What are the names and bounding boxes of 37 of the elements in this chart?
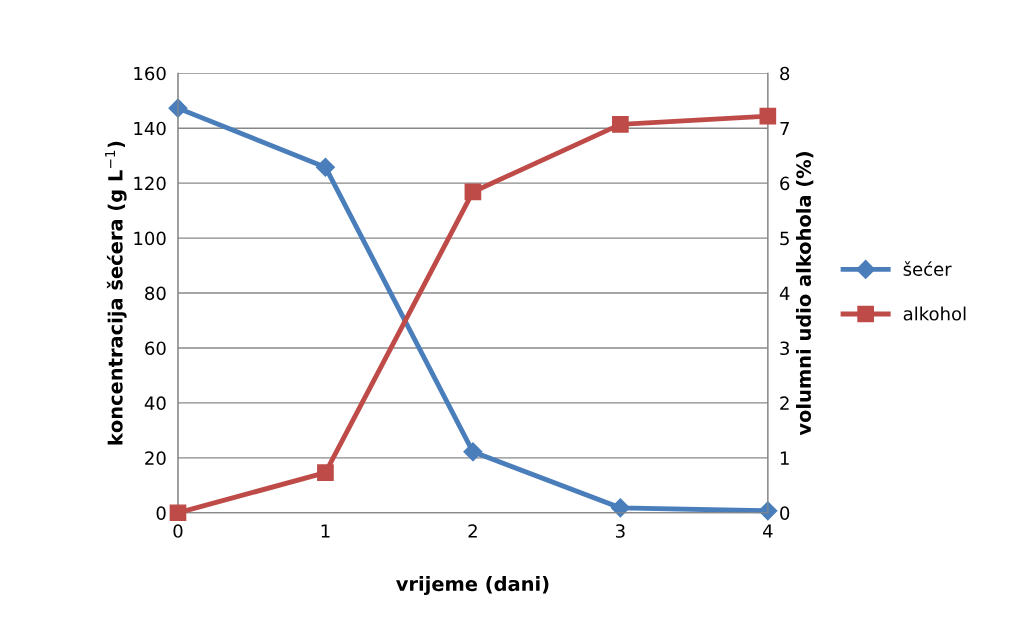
x-tick-label: 4 xyxy=(762,524,773,538)
point xyxy=(759,107,777,125)
y-tick-label: 140 xyxy=(134,121,166,136)
y2-tick-label: 3 xyxy=(780,341,789,356)
legend-label: šećer xyxy=(903,261,952,276)
point xyxy=(315,157,335,177)
y2-tick-label: 8 xyxy=(780,66,790,81)
x-tick-label: 3 xyxy=(616,524,625,538)
point xyxy=(758,501,778,521)
y2-tick-label: 2 xyxy=(780,396,789,410)
y2-tick-label: 0 xyxy=(780,506,790,520)
y2-tick-label: 1 xyxy=(780,451,789,465)
y-tick-label: 60 xyxy=(145,341,166,356)
y2-tick-label: 7 xyxy=(780,121,789,136)
y-tick-label: 20 xyxy=(145,451,166,465)
y-tick-label: 80 xyxy=(145,286,166,301)
y2-tick-label: 6 xyxy=(780,176,790,191)
point xyxy=(610,498,630,518)
x-tick-label: 1 xyxy=(321,524,330,538)
y2-axis-title: volumni udio alkohola (%) xyxy=(795,152,814,436)
point xyxy=(463,442,483,462)
point xyxy=(317,464,334,482)
y2-tick-label: 5 xyxy=(780,231,789,246)
y-axis-title: koncentracija šećera (g L$^{−1}$) xyxy=(105,141,127,445)
legend-label: alkohol xyxy=(903,306,966,321)
x-axis-title: vrijeme (dani) xyxy=(396,576,549,596)
point xyxy=(464,183,482,201)
y-tick-label: 160 xyxy=(134,66,166,81)
y-tick-label: 0 xyxy=(156,506,166,520)
point xyxy=(612,116,629,133)
point xyxy=(169,504,187,522)
x-tick-label: 0 xyxy=(173,524,183,538)
y2-tick-label: 4 xyxy=(779,286,790,300)
y-tick-label: 120 xyxy=(134,176,166,191)
y-tick-label: 40 xyxy=(144,396,166,411)
y-tick-label: 100 xyxy=(134,231,166,246)
x-tick-label: 2 xyxy=(468,524,477,538)
